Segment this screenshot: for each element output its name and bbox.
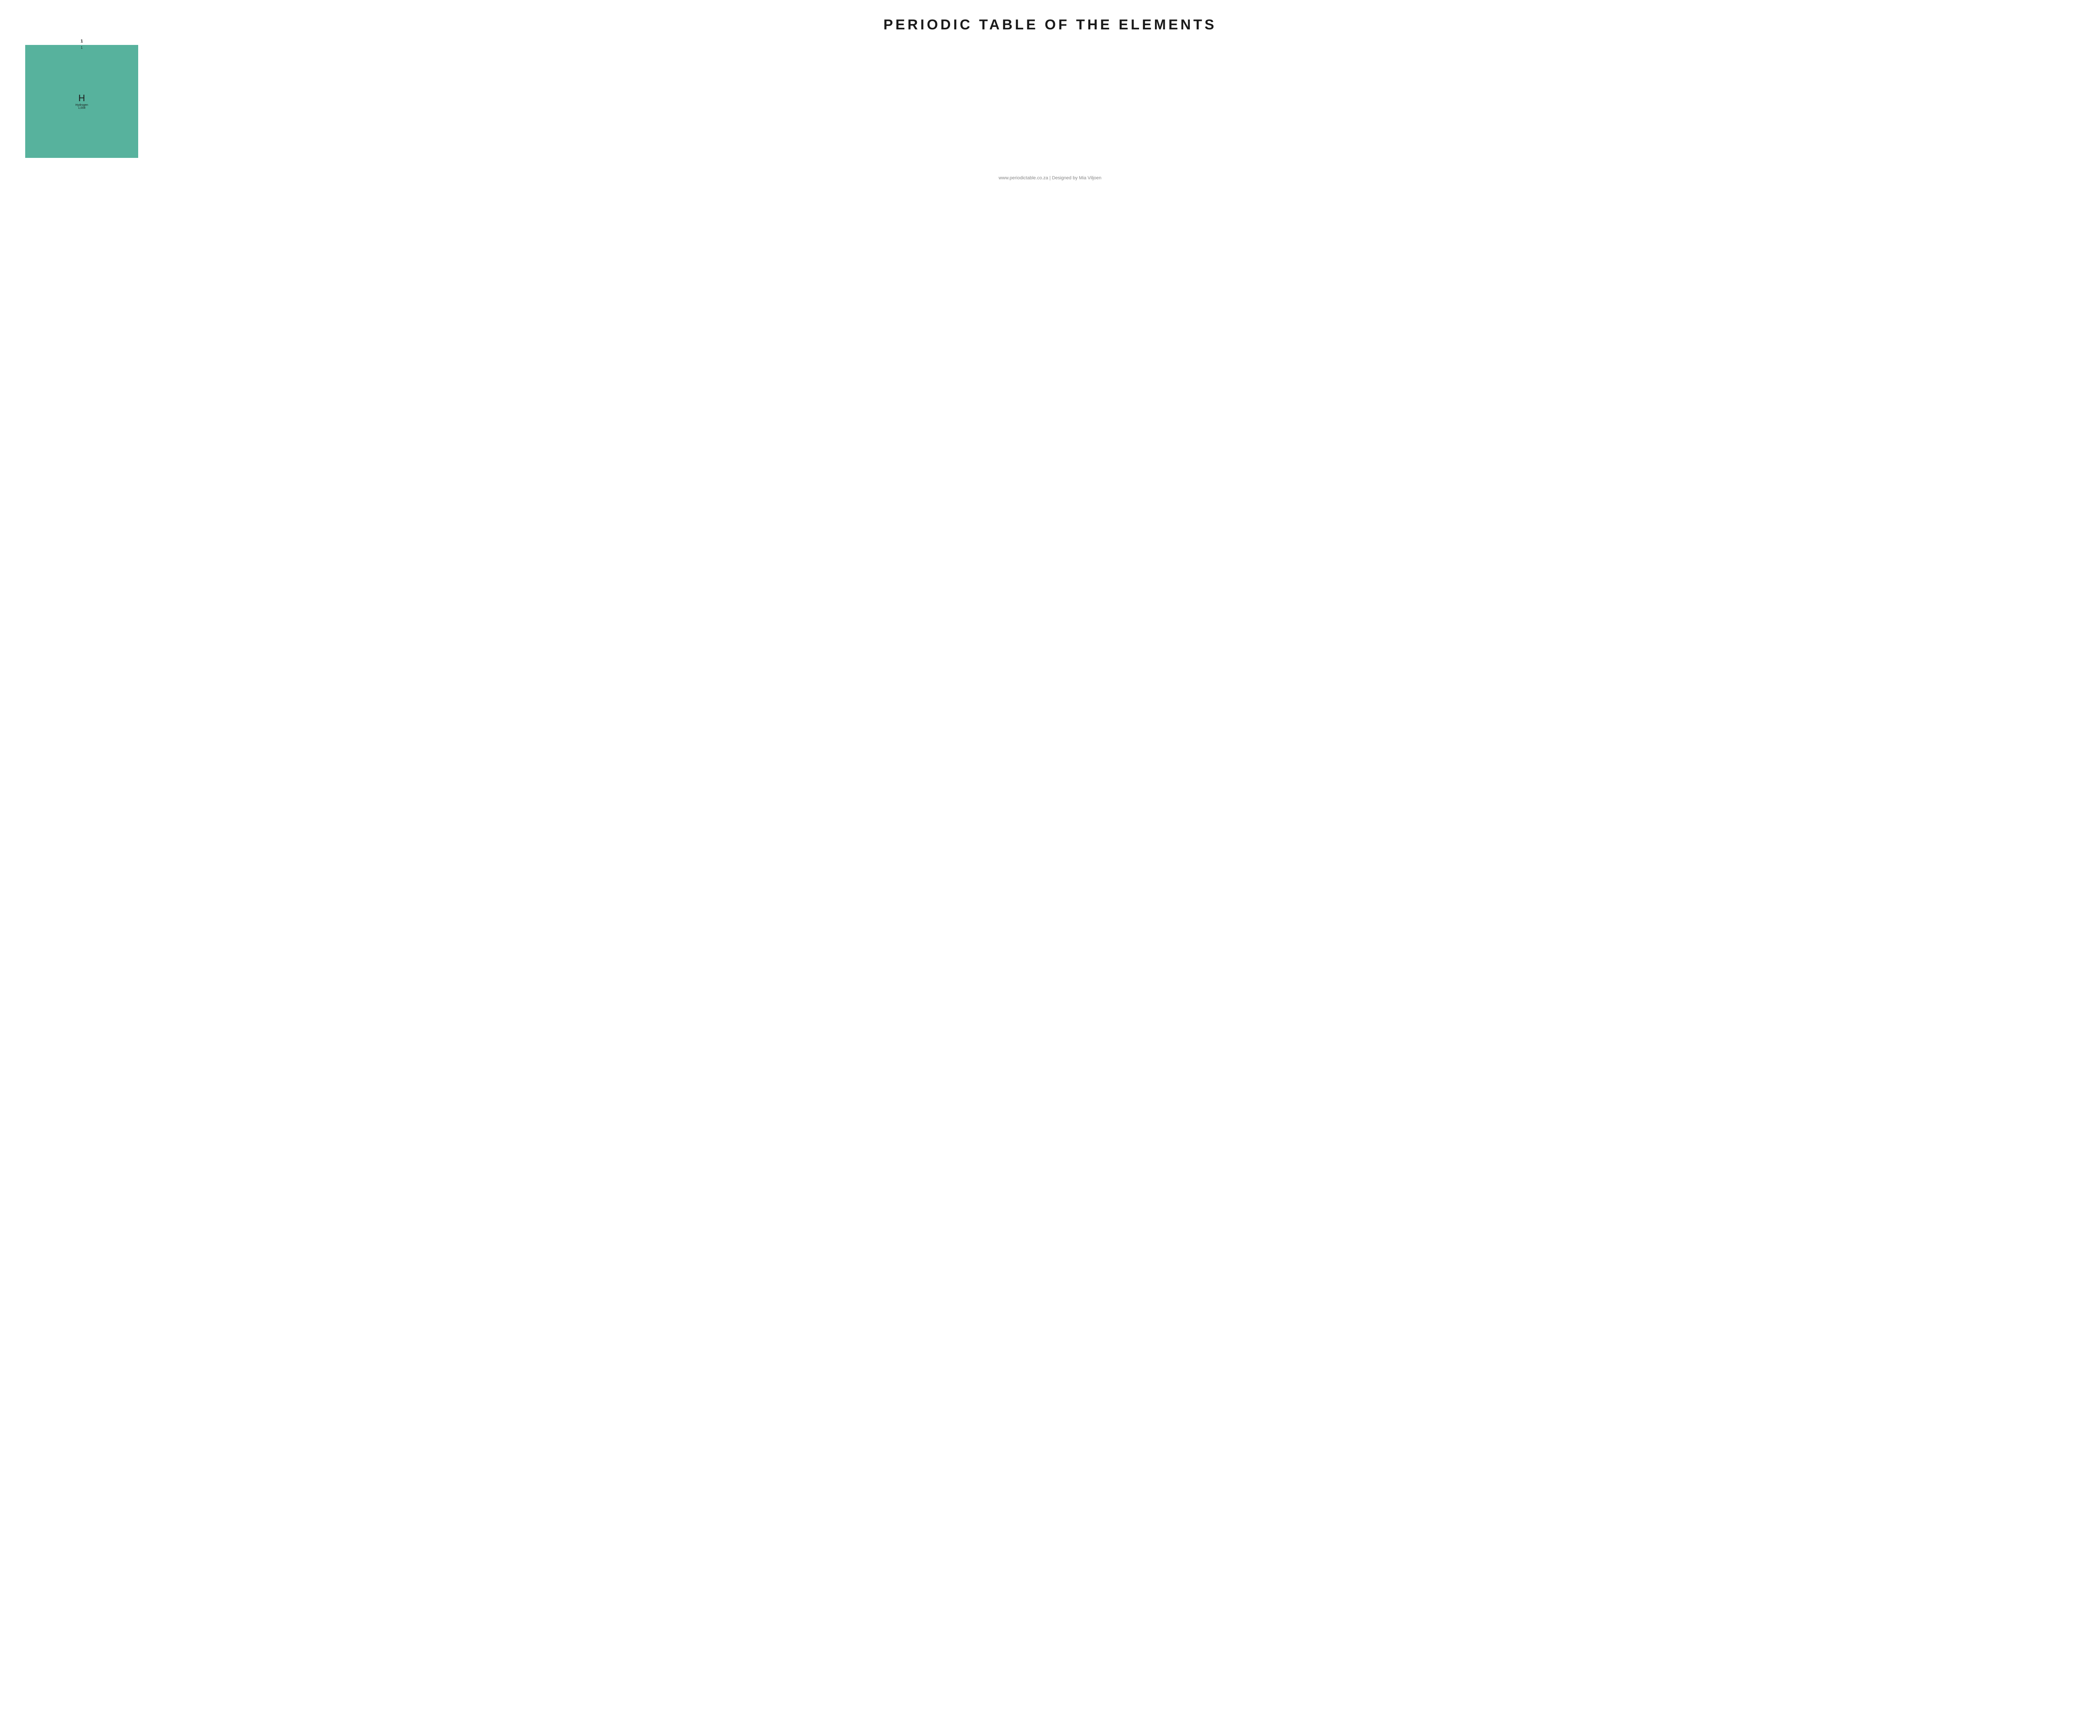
- atomic-number: 1: [81, 46, 82, 50]
- group-label-1: 1: [81, 39, 83, 44]
- element-symbol: H: [79, 94, 85, 103]
- element-cell-H: 1HHydrogen1,0081: [25, 45, 138, 158]
- element-name: Hydrogen: [75, 104, 88, 107]
- footer-credit: www.periodictable.co.za | Designed by Mi…: [25, 176, 2075, 181]
- f-block: [25, 164, 2075, 165]
- page-title: PERIODIC TABLE OF THE ELEMENTS: [25, 17, 2075, 33]
- atomic-weight: 1,008: [78, 107, 86, 110]
- periodic-table-grid: 1HHydrogen1,0081: [25, 45, 2075, 158]
